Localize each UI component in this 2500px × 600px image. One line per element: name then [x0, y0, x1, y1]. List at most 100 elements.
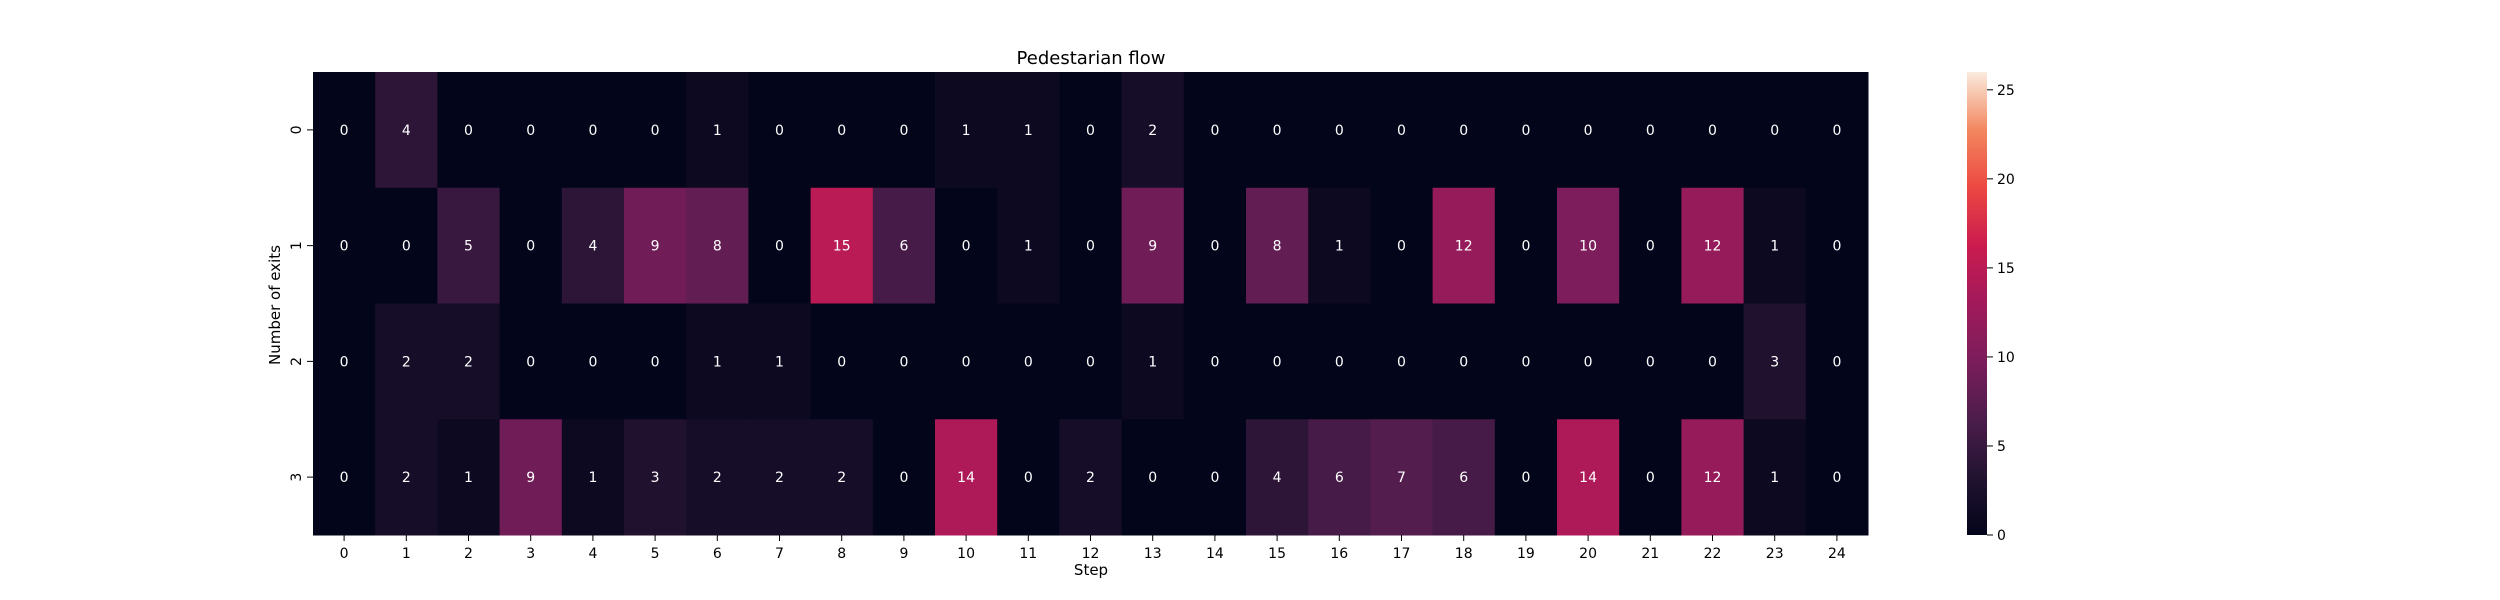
y-tick-label: 2: [289, 357, 305, 366]
heatmap-cell: [1681, 303, 1745, 420]
heatmap-cell: [1494, 419, 1558, 536]
cell-value-label: 6: [1335, 470, 1344, 486]
cell-value-label: 1: [1024, 239, 1033, 255]
heatmap-cell: [1059, 419, 1123, 536]
heatmap-cell: [1059, 303, 1123, 420]
heatmap-cell: [1121, 187, 1185, 304]
y-axis-ticks: 0 1 2 3: [289, 125, 313, 482]
cell-value-label: 3: [651, 470, 660, 486]
heatmap-cell: [1370, 72, 1434, 189]
cell-value-label: 9: [651, 239, 660, 255]
heatmap-cell: [624, 187, 687, 304]
heatmap-cell: [748, 72, 812, 189]
cell-value-label: 0: [775, 239, 784, 255]
cell-value-label: 0: [340, 123, 349, 139]
cell-value-label: 15: [833, 239, 851, 255]
heatmap-cell: [1743, 72, 1807, 189]
colorbar: [1967, 72, 1987, 535]
x-tick-label: 13: [1144, 546, 1162, 562]
cell-value-label: 0: [1770, 123, 1779, 139]
cell-value-label: 2: [402, 470, 411, 486]
x-tick-label: 16: [1330, 546, 1348, 562]
cell-value-label: 0: [962, 239, 971, 255]
heatmap-cell: [997, 419, 1060, 536]
heatmap-cell: [935, 187, 998, 304]
x-tick-label: 9: [899, 546, 908, 562]
heatmap-cell: [437, 187, 501, 304]
cell-value-label: 0: [1335, 354, 1344, 370]
heatmap-cell: [872, 303, 936, 420]
cell-value-label: 0: [1086, 123, 1095, 139]
heatmap-cell: [872, 187, 936, 304]
heatmap-cell: [1370, 303, 1434, 420]
heatmap-cell: [313, 72, 376, 189]
heatmap-cell: [499, 303, 563, 420]
heatmap-cell: [313, 187, 376, 304]
heatmap-cell: [499, 419, 563, 536]
heatmap-cell: [935, 72, 998, 189]
heatmap-cell: [810, 303, 874, 420]
cell-value-label: 1: [1335, 239, 1344, 255]
cell-value-label: 0: [1521, 470, 1530, 486]
x-axis-label: Step: [1074, 561, 1108, 579]
heatmap-cell: [375, 303, 438, 420]
heatmap-cell: [437, 72, 501, 189]
heatmap-cell: [1619, 187, 1682, 304]
heatmap-cell: [1743, 303, 1807, 420]
cell-value-label: 10: [1579, 239, 1597, 255]
cell-value-label: 0: [340, 470, 349, 486]
x-tick-label: 1: [402, 546, 411, 562]
cell-value-label: 0: [1397, 239, 1406, 255]
cell-value-label: 8: [713, 239, 722, 255]
cell-value-label: 8: [1273, 239, 1282, 255]
cell-value-label: 1: [1770, 470, 1779, 486]
heatmap-cell: [1494, 72, 1558, 189]
x-tick-label: 6: [713, 546, 722, 562]
heatmap-cell: [1619, 303, 1682, 420]
cell-value-label: 1: [1770, 239, 1779, 255]
cell-value-label: 0: [526, 123, 535, 139]
heatmap-cell: [313, 419, 376, 536]
colorbar-tick-label: 10: [1997, 350, 2015, 366]
cell-value-label: 0: [1646, 354, 1655, 370]
heatmap-cell: [375, 187, 438, 304]
x-tick-label: 21: [1641, 546, 1659, 562]
heatmap-cell: [1557, 187, 1620, 304]
cell-value-label: 1: [588, 470, 597, 486]
x-tick-label: 0: [340, 546, 349, 562]
cell-value-label: 0: [1646, 470, 1655, 486]
heatmap-cell: [1494, 303, 1558, 420]
cell-value-label: 0: [1646, 123, 1655, 139]
heatmap-cell: [1308, 72, 1371, 189]
cell-value-label: 12: [1704, 470, 1722, 486]
x-tick-label: 4: [588, 546, 597, 562]
heatmap-cells: 0 4 0 0 0 0 1 0 0 0 1 1 0 2 0 0 0 0 0 0 0 0 0 0 00 0 5 0 4 9 8 0 15 6 0 1 0 9…: [313, 72, 1869, 536]
heatmap-cell: [810, 419, 874, 536]
heatmap-cell: [997, 303, 1060, 420]
cell-value-label: 0: [1273, 354, 1282, 370]
heatmap-cell: [624, 72, 687, 189]
heatmap-cell: [1246, 187, 1309, 304]
heatmap-cell: [1557, 303, 1620, 420]
cell-value-label: 0: [1521, 354, 1530, 370]
cell-value-label: 0: [899, 123, 908, 139]
cell-value-label: 4: [402, 123, 411, 139]
cell-value-label: 9: [1148, 239, 1157, 255]
y-tick-label: 3: [289, 473, 305, 482]
colorbar-tick-label: 0: [1997, 528, 2006, 544]
cell-value-label: 2: [464, 354, 473, 370]
cell-value-label: 0: [1397, 354, 1406, 370]
x-tick-label: 22: [1704, 546, 1722, 562]
x-tick-label: 18: [1455, 546, 1473, 562]
cell-value-label: 14: [1579, 470, 1597, 486]
colorbar-tick-label: 25: [1997, 83, 2015, 99]
heatmap-cell: [561, 187, 625, 304]
heatmap-cell: [1121, 303, 1185, 420]
cell-value-label: 0: [1708, 123, 1717, 139]
cell-value-label: 0: [1148, 470, 1157, 486]
cell-value-label: 0: [1024, 354, 1033, 370]
heatmap-cell: [624, 419, 687, 536]
heatmap-cell: [1557, 419, 1620, 536]
heatmap-cell: [1432, 419, 1496, 536]
heatmap-cell: [1370, 419, 1434, 536]
